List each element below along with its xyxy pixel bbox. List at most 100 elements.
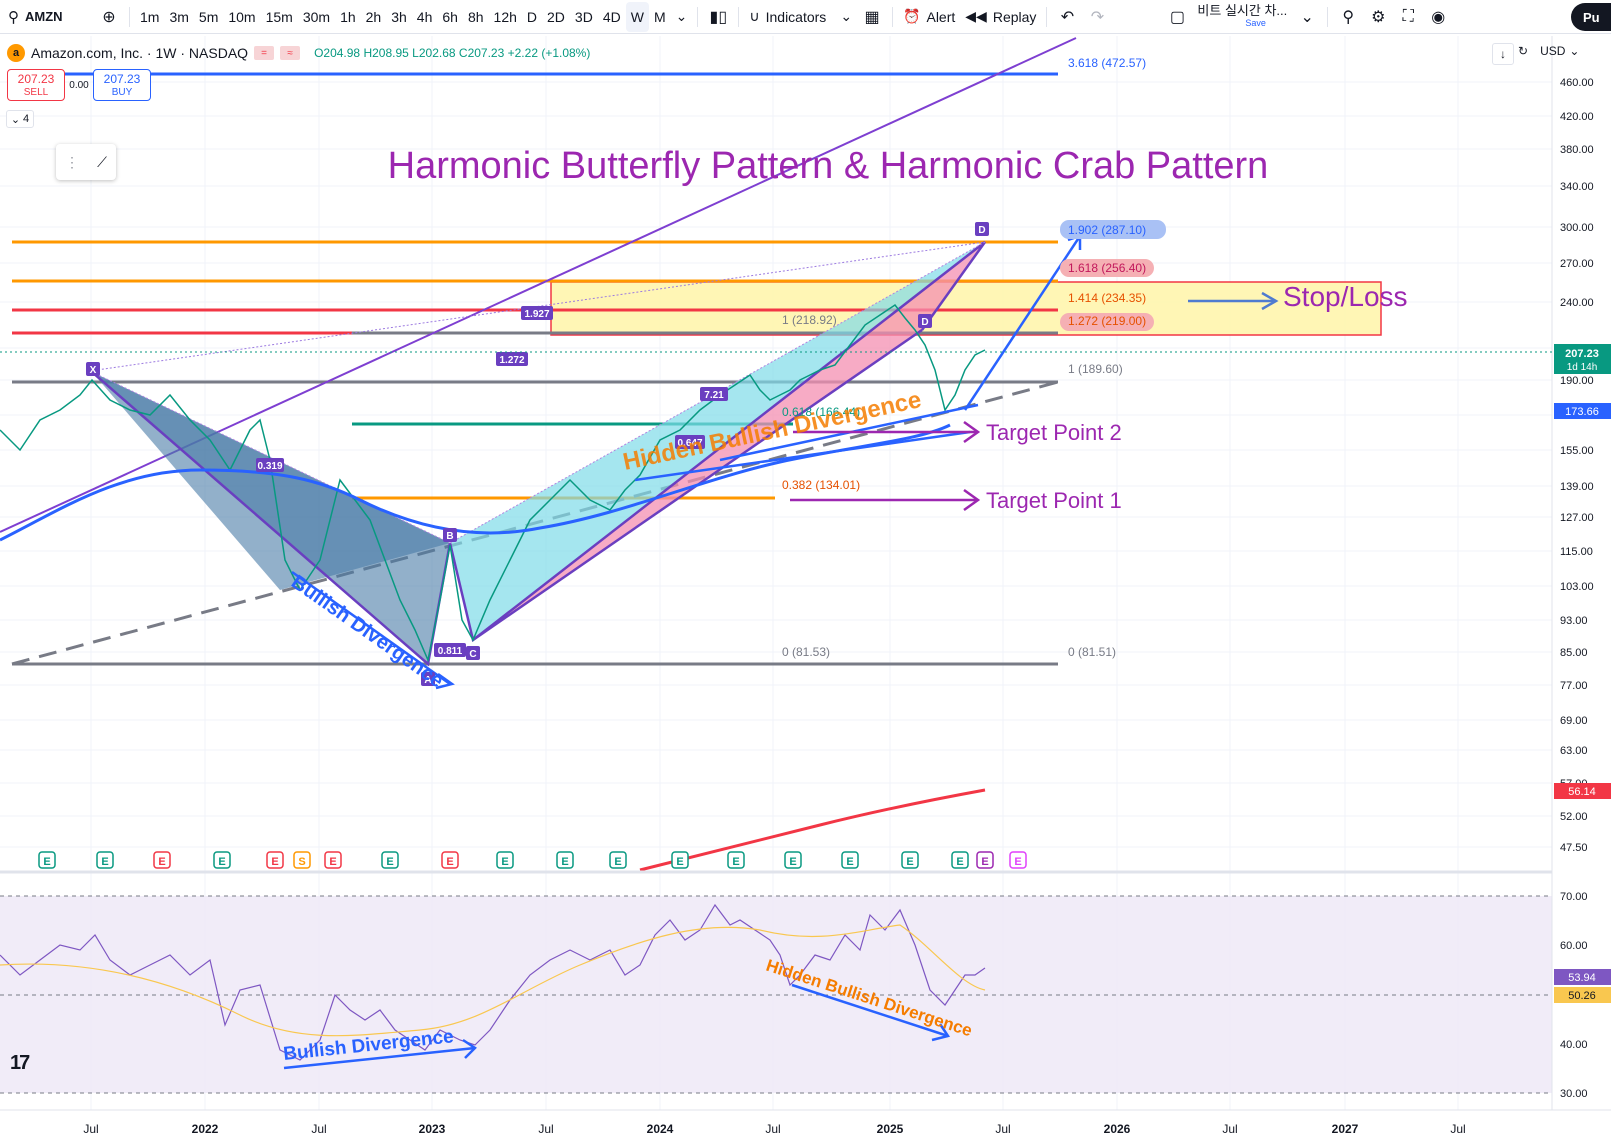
earnings-marker-icon[interactable]: E	[441, 851, 459, 869]
earnings-marker-icon[interactable]: E	[153, 851, 171, 869]
earnings-marker-icon[interactable]: E	[784, 851, 802, 869]
svg-text:50.26: 50.26	[1568, 990, 1596, 1002]
interval-10m[interactable]: 10m	[228, 8, 256, 25]
wave-icon[interactable]: ≈	[280, 46, 301, 60]
indicators-collapse-button[interactable]: ⌄ 4	[6, 110, 34, 128]
undo-icon[interactable]: ↶	[1060, 8, 1075, 26]
chevron-down-icon: ⌄	[840, 8, 853, 24]
earnings-marker-icon[interactable]: E	[841, 851, 859, 869]
visibility-icon[interactable]: =	[254, 46, 275, 60]
earnings-marker-icon[interactable]: E	[901, 851, 919, 869]
publish-button[interactable]: Pu	[1571, 3, 1611, 31]
earnings-marker-icon[interactable]: E	[556, 851, 574, 869]
rsi-axis[interactable]: 70.00 60.00 40.00 30.00	[1560, 891, 1588, 1100]
earnings-marker-icon[interactable]: E	[671, 851, 689, 869]
svg-text:56.14: 56.14	[1568, 786, 1596, 798]
replay-button[interactable]: ◀◀ Replay	[960, 2, 1041, 32]
earnings-marker-icon[interactable]: E	[951, 851, 969, 869]
price-axis[interactable]: 460.00 420.00 380.00 340.00 300.00 270.00 240.…	[1560, 77, 1594, 854]
candles-icon[interactable]: ▮▯	[709, 8, 728, 26]
red-price-tag: 56.14	[1554, 783, 1611, 799]
indicators-button[interactable]: ∪ Indicators ⌄	[744, 2, 857, 32]
interval-2d[interactable]: 2D	[547, 8, 565, 25]
earnings-marker-icon[interactable]: E	[1009, 851, 1027, 869]
camera-icon[interactable]: ◉	[1431, 8, 1446, 26]
floating-drawing-toolbar[interactable]: ⋮ ⟋	[56, 144, 116, 180]
settings-icon[interactable]: ⚙	[1371, 8, 1386, 26]
interval-6h[interactable]: 6h	[442, 8, 458, 25]
price-tick-label: 63.00	[1560, 745, 1588, 757]
interval-w[interactable]: W	[625, 1, 649, 32]
earnings-marker-icon[interactable]: E	[324, 851, 342, 869]
trend-line-icon[interactable]: ⟋	[97, 153, 107, 170]
interval-1m[interactable]: 1m	[140, 8, 160, 25]
interval-dropdown[interactable]: ⌄	[675, 8, 688, 24]
chevron-down-icon[interactable]: ⌄	[1300, 8, 1314, 26]
sell-button[interactable]: 207.23 SELL	[7, 69, 65, 101]
earnings-marker-icon[interactable]: E	[38, 851, 56, 869]
interval-30m[interactable]: 30m	[302, 8, 331, 25]
svg-text:3.618 (472.57): 3.618 (472.57)	[1068, 56, 1146, 70]
interval-15m[interactable]: 15m	[265, 8, 293, 25]
harmonic-pattern[interactable]	[91, 241, 987, 667]
time-axis[interactable]: Jul 2022 Jul 2023 Jul 2024 Jul 2025 Jul 2026 Jul 20…	[83, 1122, 1465, 1136]
earnings-marker-icon[interactable]: E	[213, 851, 231, 869]
price-series[interactable]	[0, 303, 986, 663]
symbol-search[interactable]: ⚲ AMZN	[4, 2, 94, 32]
interval-8h[interactable]: 8h	[467, 8, 484, 25]
interval-4h[interactable]: 4h	[416, 8, 433, 25]
interval-2h[interactable]: 2h	[365, 8, 382, 25]
earnings-marker-icon[interactable]: S	[293, 851, 311, 869]
rsi-divergence-arrows[interactable]	[283, 983, 951, 1070]
svg-text:E: E	[956, 856, 963, 868]
earnings-marker-icon[interactable]: E	[609, 851, 627, 869]
earnings-marker-icon[interactable]: E	[976, 851, 994, 869]
price-tick-label: 85.00	[1560, 647, 1588, 659]
svg-text:1.927: 1.927	[524, 309, 549, 320]
layout-save-button[interactable]: 비트 실시간 차... Save	[1192, 2, 1292, 32]
interval-3d[interactable]: 3D	[574, 8, 593, 25]
interval-3h[interactable]: 3h	[391, 8, 407, 25]
redo-icon[interactable]: ↷	[1090, 8, 1105, 26]
interval-3m[interactable]: 3m	[169, 8, 189, 25]
earnings-marker-icon[interactable]: E	[96, 851, 114, 869]
change-value: +2.22 (+1.08%)	[507, 46, 591, 60]
interval-5m[interactable]: 5m	[198, 8, 219, 25]
legend-title[interactable]: Amazon.com, Inc. · 1W · NASDAQ	[31, 45, 249, 61]
layout-icon[interactable]: ▢	[1169, 8, 1185, 26]
axis-scroll-button[interactable]: ↓	[1492, 43, 1514, 65]
interval-12h[interactable]: 12h	[493, 8, 517, 25]
fullscreen-icon[interactable]: ⛶	[1402, 7, 1414, 25]
time-tick-label: 2022	[192, 1122, 219, 1136]
price-tick-label: 77.00	[1560, 680, 1588, 692]
buy-button[interactable]: 207.23 BUY	[93, 69, 151, 101]
earnings-marker-icon[interactable]: E	[727, 851, 745, 869]
earnings-marker-icon[interactable]: E	[496, 851, 514, 869]
alert-button[interactable]: ⏰ Alert	[898, 2, 960, 32]
interval-4d[interactable]: 4D	[602, 8, 621, 25]
time-tick-label: Jul	[311, 1122, 326, 1136]
pattern-point-labels: X A B C D D	[86, 222, 989, 686]
svg-text:A: A	[424, 675, 431, 686]
chevron-down-icon: ⌄	[1569, 44, 1580, 58]
blue-price-tag: 173.66	[1554, 403, 1611, 419]
compare-add-icon[interactable]: ⊕	[102, 8, 116, 26]
svg-text:1.414 (234.35): 1.414 (234.35)	[1068, 291, 1146, 305]
drag-handle-icon[interactable]: ⋮	[65, 153, 80, 170]
interval-d[interactable]: D	[526, 8, 538, 25]
low-value: L202.68	[412, 46, 456, 60]
earnings-marker-icon[interactable]: E	[266, 851, 284, 869]
interval-m[interactable]: M	[653, 8, 666, 25]
target-arrows[interactable]	[790, 420, 981, 512]
currency-selector[interactable]: ↻ USD ⌄	[1518, 44, 1579, 58]
templates-icon[interactable]: ▦	[864, 8, 880, 26]
price-tick-label: 340.00	[1560, 181, 1594, 193]
divergence-arrows[interactable]	[291, 234, 1279, 690]
interval-1h[interactable]: 1h	[340, 8, 356, 25]
time-tick-label: 2026	[1104, 1122, 1131, 1136]
quick-search-icon[interactable]: ⚲	[1342, 8, 1355, 26]
stop-loss-label: Stop/Loss	[1283, 281, 1408, 312]
earnings-marker-icon[interactable]: E	[381, 851, 399, 869]
